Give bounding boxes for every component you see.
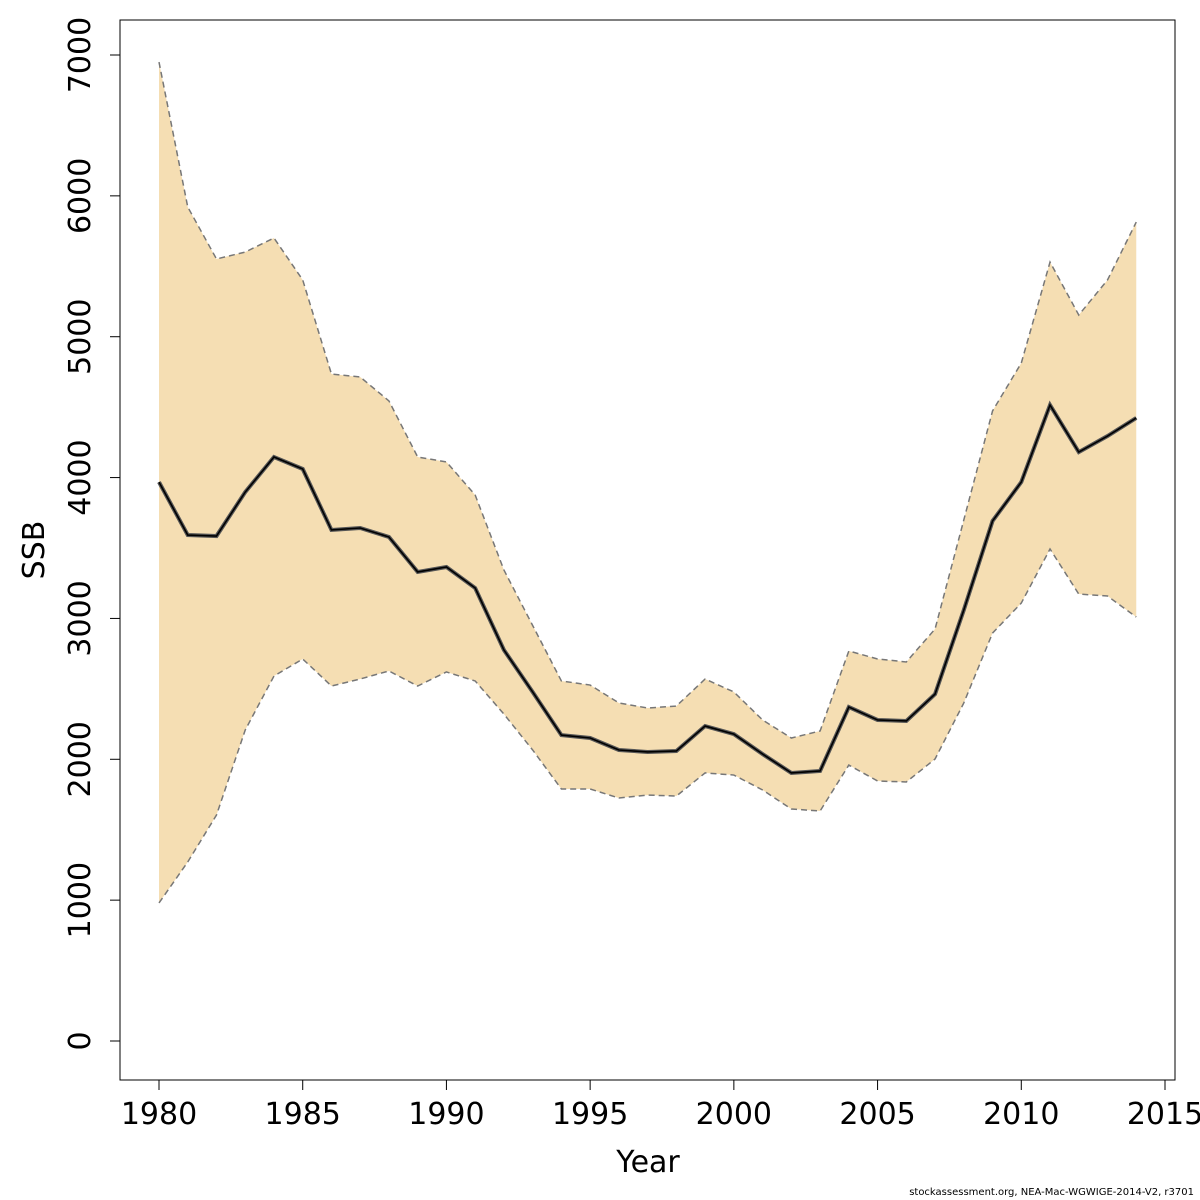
x-axis-title: Year	[615, 1145, 680, 1180]
x-tick-label: 2015	[1127, 1097, 1200, 1132]
upper-bound-line	[158, 61, 1137, 739]
x-tick-label: 1995	[552, 1097, 628, 1132]
x-tick-label: 2005	[839, 1097, 915, 1132]
x-tick-label: 2000	[696, 1097, 772, 1132]
x-tick-label: 2010	[983, 1097, 1059, 1132]
ssb-line	[158, 403, 1137, 774]
y-tick-label: 4000	[63, 439, 98, 515]
y-tick-label: 1000	[63, 862, 98, 938]
x-tick-label: 1985	[265, 1097, 341, 1132]
y-tick-label: 7000	[63, 17, 98, 93]
y-tick-label: 6000	[63, 158, 98, 234]
y-tick-label: 2000	[63, 721, 98, 797]
y-axis-title: SSB	[17, 521, 52, 580]
confidence-band	[159, 62, 1137, 903]
y-tick-label: 5000	[63, 299, 98, 375]
lower-bound-line	[158, 547, 1137, 904]
footer-credit: stockassessment.org, NEA-Mac-WGWIGE-2014…	[909, 1187, 1194, 1198]
x-tick-label: 1980	[121, 1097, 197, 1132]
y-tick-label: 0	[63, 1031, 98, 1050]
y-tick-label: 3000	[63, 580, 98, 656]
x-tick-label: 1990	[408, 1097, 484, 1132]
